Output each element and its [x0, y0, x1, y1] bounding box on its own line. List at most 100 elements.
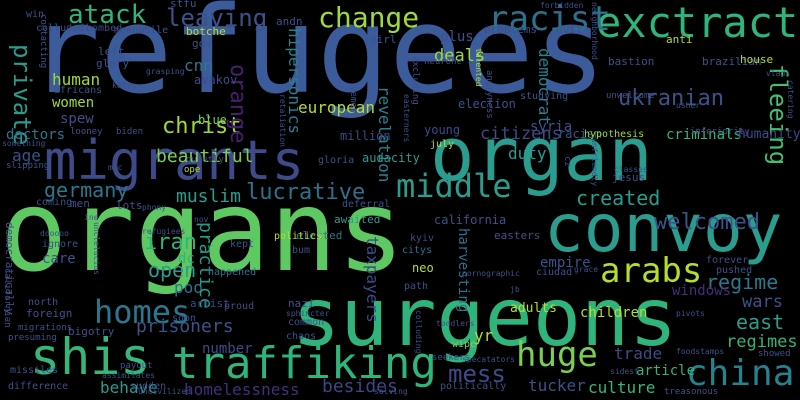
cloud-word: problems	[484, 23, 537, 36]
cloud-word: kyiv	[410, 233, 435, 244]
cloud-word: something	[2, 139, 46, 148]
cloud-word: windows	[672, 283, 732, 299]
cloud-word: sphincter	[286, 309, 330, 318]
cloud-word: forever	[706, 255, 749, 266]
cloud-word: neurone	[424, 57, 462, 67]
cloud-word: deals	[434, 46, 486, 66]
cloud-word: fleeing	[764, 64, 792, 166]
cloud-word: number	[202, 341, 253, 357]
cloud-word: yr	[474, 326, 494, 345]
cloud-word: doctors	[6, 127, 66, 143]
cloud-word: california	[434, 213, 507, 227]
cloud-word: unwelcome	[606, 91, 655, 101]
cloud-word: happened	[208, 267, 257, 278]
cloud-word: californian	[2, 268, 12, 328]
cloud-word: stfu	[170, 0, 197, 10]
cloud-word: sidest	[610, 367, 639, 376]
cloud-word: payout	[120, 361, 153, 371]
cloud-word: homelessness	[184, 380, 300, 399]
cloud-word: easters	[494, 229, 541, 242]
cloud-word: coming	[36, 197, 73, 208]
cloud-word: yemen	[348, 86, 358, 114]
cloud-word: humanity	[738, 127, 800, 142]
cloud-word: syria	[530, 119, 573, 135]
cloud-word: migrants	[44, 129, 305, 192]
cloud-word: anti	[666, 33, 693, 46]
cloud-word: election	[458, 97, 516, 111]
cloud-word: adults	[510, 301, 557, 316]
cloud-word: usher	[676, 101, 701, 110]
cloud-word: refugiees	[142, 227, 186, 236]
cloud-word: bombed	[86, 23, 123, 34]
cloud-word: huge	[516, 335, 598, 375]
cloud-word: culture	[588, 378, 656, 397]
cloud-word: tucker	[528, 376, 586, 395]
cloud-word: ine	[84, 213, 99, 222]
cloud-word: lots	[116, 199, 143, 212]
cloud-word: classes	[614, 165, 648, 174]
cloud-word: neighborhood	[590, 2, 599, 60]
cloud-word: regime	[706, 270, 779, 294]
cloud-word: forbidden	[540, 1, 584, 10]
cloud-word: easterners	[402, 94, 411, 143]
cloud-word: children	[580, 305, 648, 321]
cloud-word: dc	[178, 251, 195, 267]
cloud-word: homes	[94, 293, 191, 331]
cloud-word: audacity	[362, 151, 420, 165]
cloud-word: created	[576, 186, 661, 210]
cloud-word: uncivilized	[138, 387, 191, 396]
cloud-word: orange	[225, 64, 250, 144]
cloud-word: beautiful	[156, 146, 254, 167]
cloud-word: trade	[614, 344, 663, 363]
cloud-word: kept	[230, 239, 255, 250]
cloud-word: retaliation	[278, 94, 287, 147]
cloud-word: plus	[440, 29, 474, 45]
cloud-word: talented	[474, 48, 483, 87]
cloud-word: care	[42, 251, 76, 267]
cloud-word: avakov	[194, 73, 238, 87]
cloud-word: gloria	[318, 155, 355, 166]
cloud-word: pushed	[716, 265, 753, 276]
cloud-word: quietly	[186, 155, 224, 165]
cloud-word: katyn	[112, 81, 137, 90]
cloud-word: africans	[54, 85, 103, 96]
cloud-word: jb	[510, 285, 520, 294]
cloud-word: middle	[396, 167, 512, 205]
cloud-word: house	[740, 53, 774, 66]
cloud-word: european	[298, 98, 376, 117]
cloud-word: meanwhile	[114, 25, 169, 36]
cloud-word: lucrative	[246, 180, 366, 205]
cloud-word: east	[736, 310, 785, 334]
cloud-word: citys	[402, 245, 433, 256]
cloud-word: artist	[190, 297, 230, 310]
cloud-word: iran	[144, 230, 197, 255]
cloud-word: democrat	[535, 48, 554, 126]
cloud-word: soon	[172, 313, 197, 324]
cloud-word: inferiority	[690, 127, 750, 137]
cloud-word: private	[8, 44, 36, 146]
cloud-word: catering	[786, 80, 795, 119]
cloud-word: bum	[292, 245, 311, 256]
cloud-word: empire	[540, 255, 591, 271]
cloud-word: july	[430, 139, 455, 150]
cloud-word: organ	[430, 112, 653, 198]
cloud-word: jesus	[612, 171, 646, 184]
cloud-word: migrations	[18, 323, 73, 333]
cloud-word: atack	[68, 0, 147, 30]
cloud-word: pivots	[676, 309, 705, 318]
cloud-word: girl	[370, 33, 397, 46]
cloud-word: hipersonics	[285, 28, 304, 134]
cloud-word: north	[28, 297, 59, 308]
cloud-word: spew	[60, 111, 94, 127]
cloud-word: leaving	[166, 4, 268, 32]
cloud-word: assimilates	[102, 371, 155, 380]
cloud-word: welcomed	[654, 210, 760, 235]
cloud-word: foreign	[26, 307, 73, 320]
cloud-word: citizens	[480, 124, 562, 144]
cloud-word: ciudad	[536, 267, 573, 278]
cloud-word: traffiking	[172, 338, 437, 389]
cloud-word: convoy	[544, 190, 783, 267]
cloud-word: million	[340, 129, 391, 143]
cloud-word: sudden	[130, 381, 167, 392]
cloud-word: deferral	[342, 199, 391, 210]
